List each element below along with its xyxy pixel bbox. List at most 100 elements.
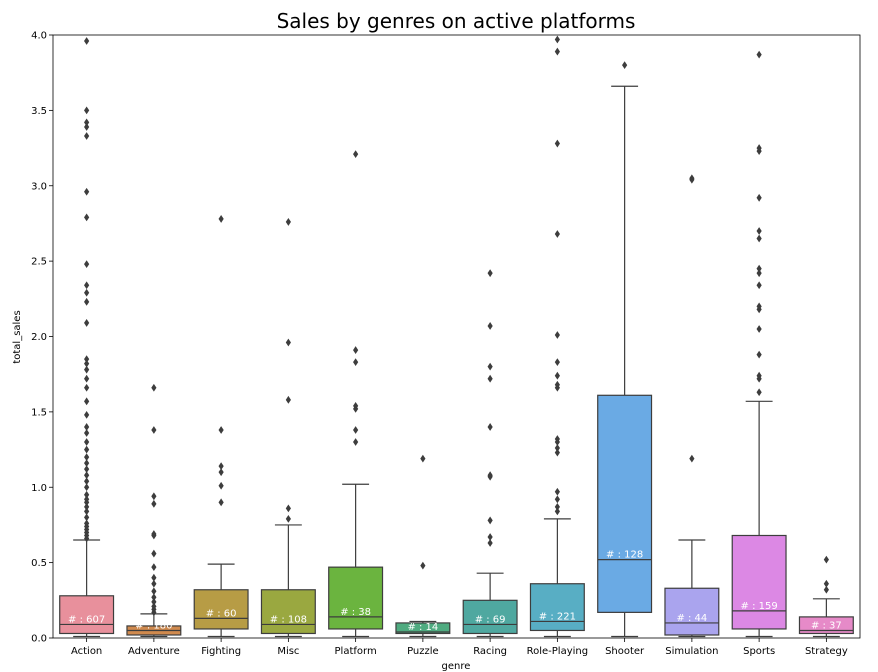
outlier-point (353, 346, 359, 354)
x-axis: Action Adventure Fighting Misc Platform Puzzl… (71, 638, 848, 657)
outlier-point (218, 498, 224, 507)
x-tick-label: Racing (473, 646, 507, 657)
outlier-point (151, 492, 157, 501)
box-platform: # : 38 (328, 150, 384, 638)
outlier-point (554, 331, 560, 339)
outlier-point (84, 374, 90, 383)
box-iqr (260, 589, 316, 635)
y-tick-label: 0.5 (31, 558, 47, 569)
x-tick-label: Platform (335, 646, 377, 657)
outlier-point (84, 502, 90, 511)
x-tick-label: Sports (743, 646, 775, 657)
outlier-point (285, 395, 291, 404)
outlier-point (151, 579, 157, 588)
outlier-point (487, 516, 493, 525)
x-tick-label: Fighting (201, 646, 241, 657)
outlier-point (554, 358, 560, 367)
outlier-point (823, 579, 829, 588)
outlier-point (151, 602, 157, 611)
outlier-point (84, 471, 90, 480)
x-tick-label: Action (71, 646, 102, 657)
box-iqr (529, 583, 585, 632)
outlier-point (554, 35, 560, 44)
outlier-point (151, 587, 157, 596)
outlier-point (353, 426, 359, 434)
outlier-point (823, 585, 829, 594)
outlier-point (756, 371, 762, 380)
y-tick-label: 2.5 (31, 257, 47, 268)
count-label: # : 37 (811, 620, 842, 631)
y-axis-label: total_sales (12, 310, 23, 363)
outlier-point (84, 465, 90, 474)
outlier-point (487, 533, 493, 541)
outlier-point (84, 106, 90, 115)
outlier-point (84, 123, 90, 131)
outlier-point (554, 502, 560, 511)
outlier-point (554, 448, 560, 457)
outlier-point (84, 281, 90, 290)
box-iqr (798, 616, 854, 635)
y-tick-label: 1.5 (31, 407, 47, 418)
outlier-point (554, 380, 560, 389)
outlier-point (84, 355, 90, 364)
boxes-group: # : 607 # : 180 # : 60 # : 108 # : 38 # : 14 #… (59, 35, 854, 638)
x-tick-label: Misc (277, 646, 299, 657)
outlier-point (756, 302, 762, 311)
outlier-point (84, 187, 90, 196)
outlier-point (84, 477, 90, 486)
outlier-point (756, 325, 762, 333)
box-puzzle: # : 14 (395, 454, 451, 638)
outlier-point (487, 362, 493, 371)
count-label: # : 607 (68, 614, 105, 625)
outlier-point (554, 495, 560, 504)
outlier-point (151, 597, 157, 606)
outlier-point (823, 555, 829, 564)
y-tick-label: 3.5 (31, 106, 47, 117)
count-label: # : 14 (407, 622, 438, 633)
outlier-point (151, 563, 157, 572)
outlier-point (554, 435, 560, 443)
outlier-point (487, 322, 493, 330)
outlier-point (420, 561, 426, 570)
count-label: # : 60 (206, 608, 237, 619)
outlier-point (84, 213, 90, 222)
outlier-point (84, 453, 90, 461)
outlier-point (756, 350, 762, 359)
box-iqr (395, 622, 451, 635)
outlier-point (84, 495, 90, 504)
count-label: # : 159 (741, 601, 778, 612)
outlier-point (285, 515, 291, 523)
outlier-point (554, 230, 560, 238)
outlier-point (84, 490, 90, 499)
outlier-point (487, 269, 493, 278)
box-action: # : 607 (59, 37, 115, 638)
x-tick-label: Strategy (805, 646, 848, 657)
outlier-point (151, 530, 157, 538)
count-label: # : 128 (606, 550, 643, 561)
outlier-point (487, 539, 493, 547)
outlier-point (218, 215, 224, 223)
box-iqr (193, 589, 249, 630)
outlier-point (285, 218, 291, 226)
outlier-point (84, 365, 90, 374)
outlier-point (554, 139, 560, 148)
box-fighting: # : 60 (193, 215, 249, 638)
count-label: # : 44 (676, 613, 707, 624)
chart-title: Sales by genres on active platforms (277, 9, 636, 33)
outlier-point (487, 374, 493, 383)
outlier-point (689, 174, 695, 183)
outlier-point (84, 359, 90, 368)
box-iqr (328, 566, 384, 630)
outlier-point (84, 423, 90, 431)
box-misc: # : 108 (260, 218, 316, 638)
outlier-point (218, 462, 224, 471)
outlier-point (84, 319, 90, 327)
outlier-point (84, 429, 90, 437)
box-role-playing: # : 221 (529, 35, 585, 638)
outlier-point (84, 438, 90, 446)
x-tick-label: Adventure (128, 646, 180, 657)
outlier-point (353, 438, 359, 446)
x-tick-label: Puzzle (407, 646, 439, 657)
outlier-point (151, 383, 157, 392)
outlier-point (756, 388, 762, 397)
